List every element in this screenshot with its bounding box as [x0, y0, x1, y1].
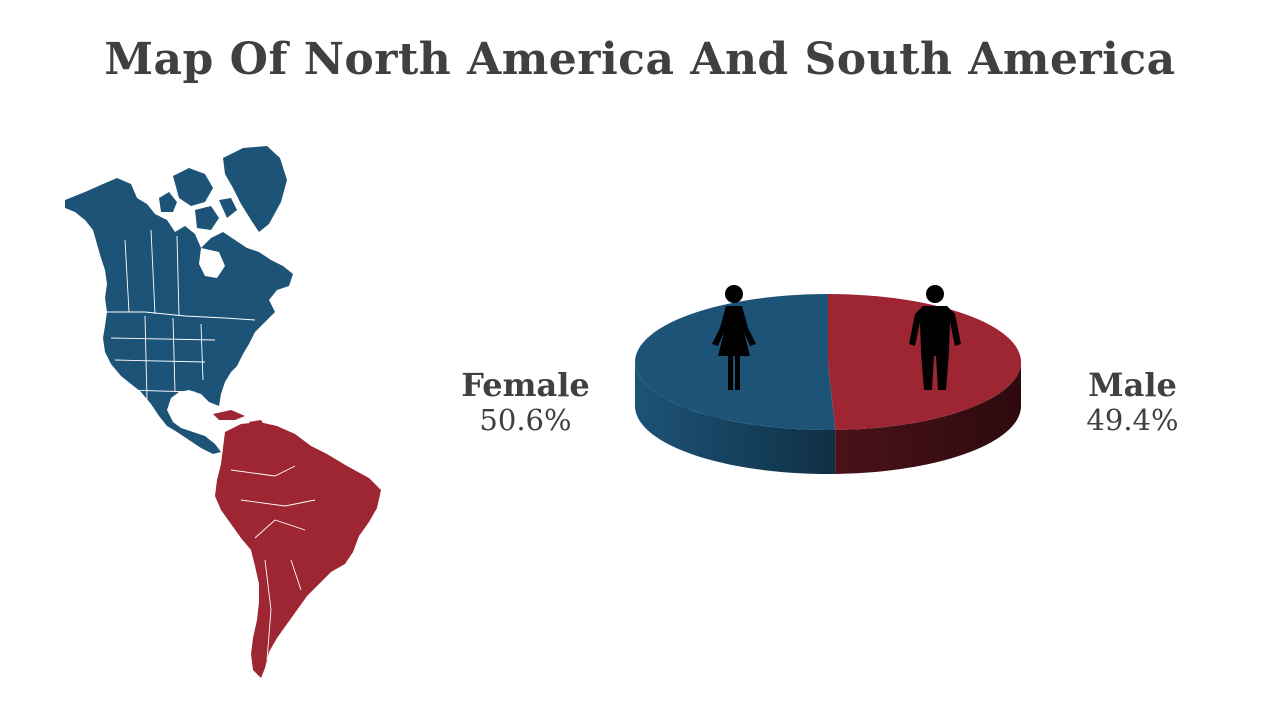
female-label: Female 50.6% — [438, 367, 613, 437]
male-person-icon — [909, 285, 961, 390]
na-borders — [107, 229, 256, 401]
americas-map-icon — [65, 146, 381, 678]
female-category-label: Female — [461, 366, 590, 404]
gender-pie-chart — [635, 285, 1021, 474]
female-person-icon — [712, 285, 756, 390]
female-value-label: 50.6% — [479, 402, 572, 437]
pie-slice-male-side — [835, 362, 1021, 474]
pie-slice-female-side — [635, 362, 836, 474]
page-title: Map Of North America And South America — [104, 34, 1176, 85]
male-category-label: Male — [1088, 366, 1177, 404]
male-value-label: 49.4% — [1086, 402, 1179, 437]
sa-borders — [230, 465, 316, 661]
south-america-shape — [215, 422, 381, 678]
male-label: Male 49.4% — [1055, 367, 1210, 437]
